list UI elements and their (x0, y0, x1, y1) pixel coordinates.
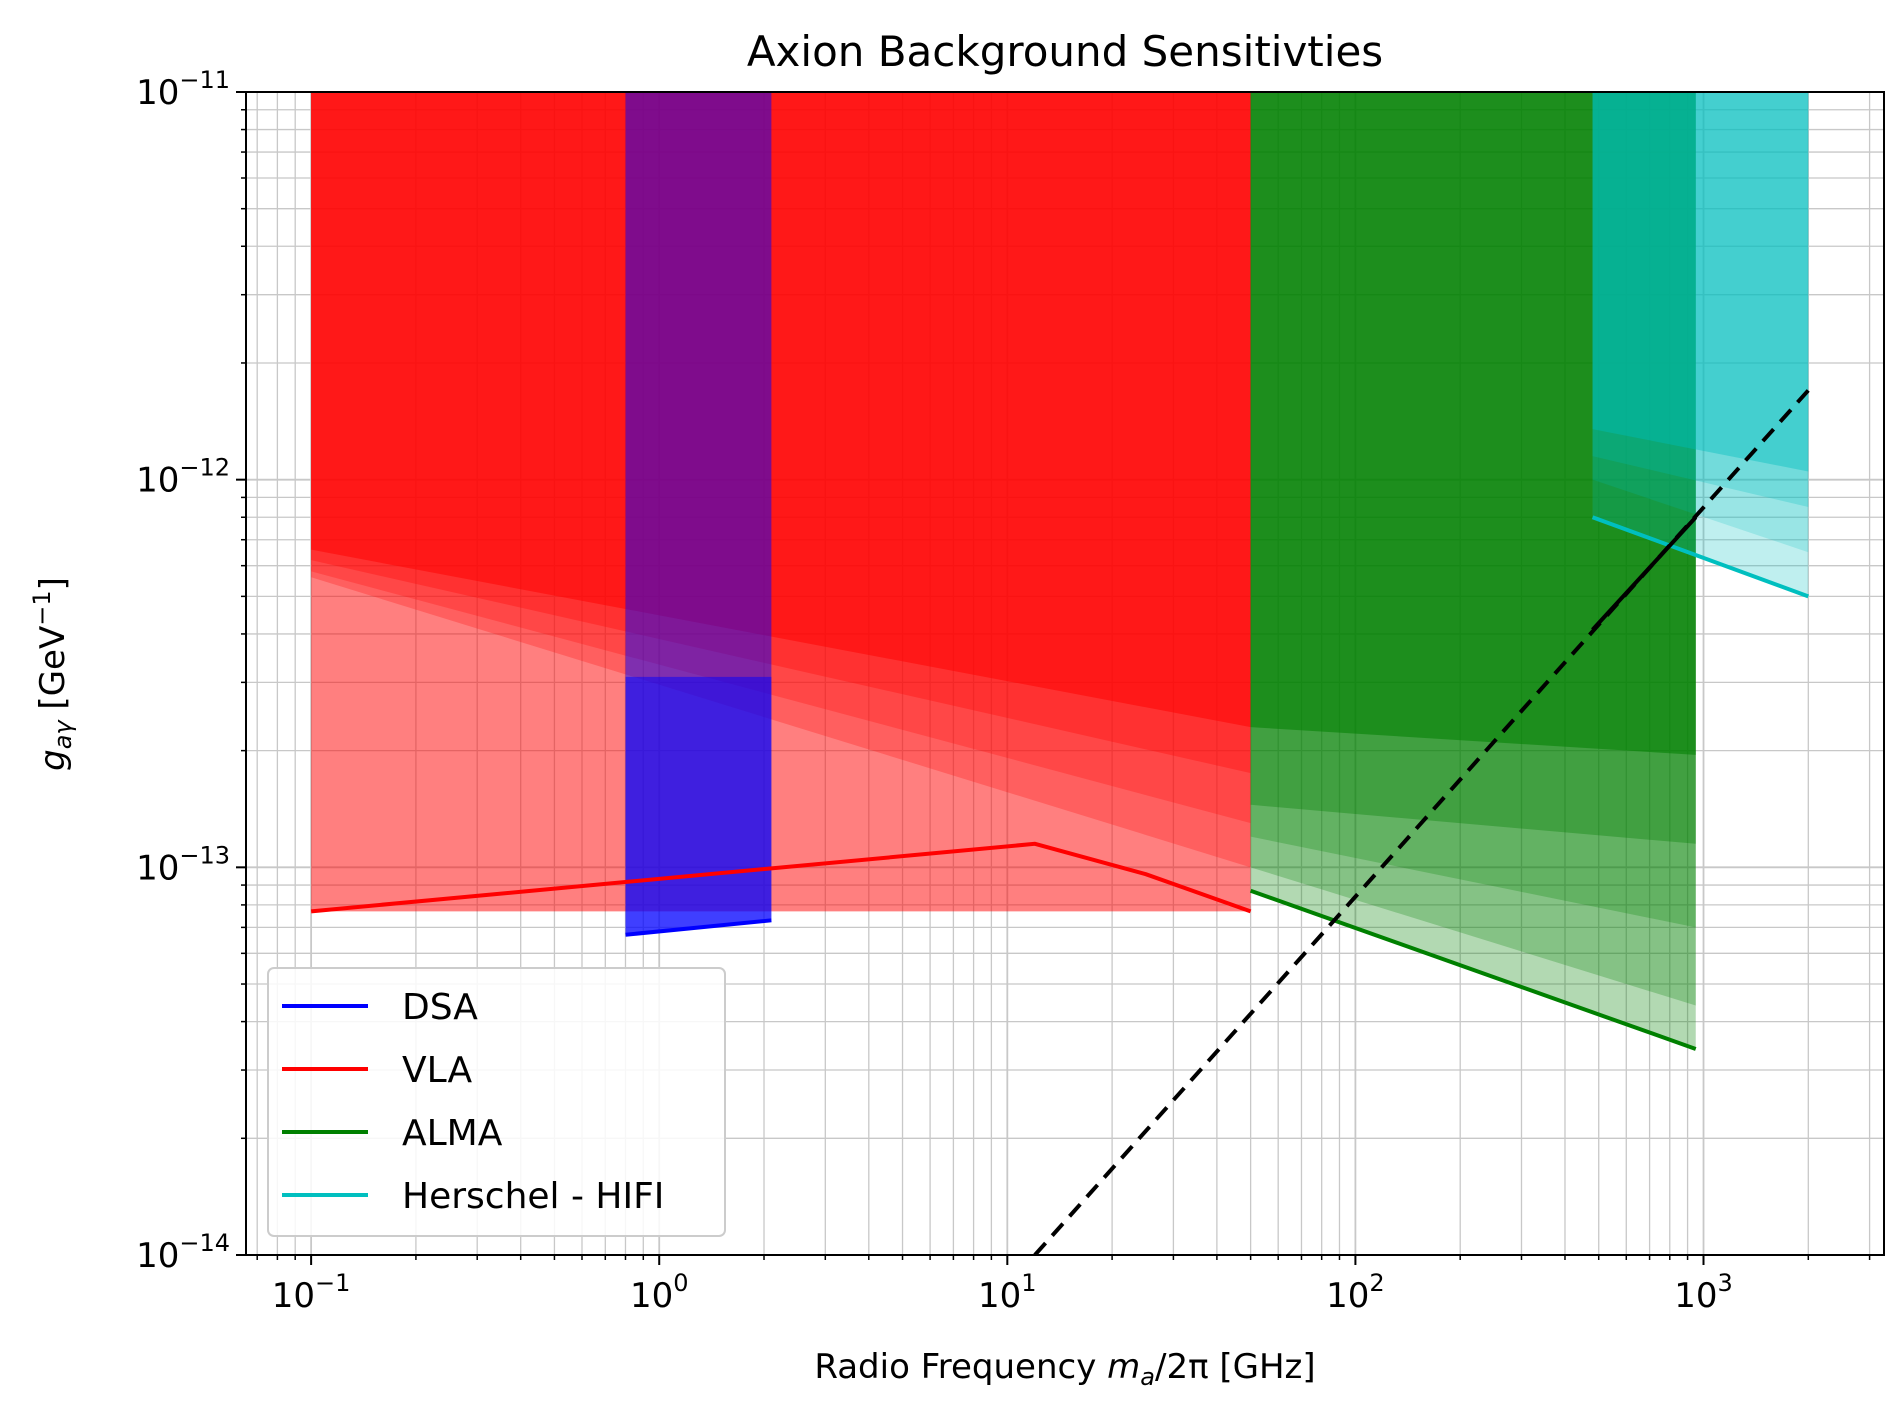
band-alma (1250, 92, 1696, 928)
legend-label-herschel-hifi: Herschel - HIFI (402, 1176, 664, 1217)
y-tick-labels: 10−14 10−13 10−12 10−11 (136, 66, 230, 1276)
series-lines (310, 388, 1810, 1255)
x-tick-label: 100 (630, 1269, 689, 1316)
band-dsa (625, 92, 772, 935)
line-vla (310, 841, 1252, 914)
plot-frame (245, 91, 1885, 1256)
axis-ticks (236, 91, 1871, 1265)
band-alma (1250, 92, 1696, 1049)
y-tick-label: 10−11 (136, 66, 230, 113)
legend-label-vla: VLA (402, 1050, 473, 1091)
x-tick-label: 101 (978, 1269, 1037, 1316)
x-tick-labels: 10−1 100 101 102 103 (272, 1269, 1733, 1316)
sensitivity-bands (311, 92, 1809, 1049)
line-alma (1249, 888, 1697, 1051)
band-alma (1250, 92, 1696, 1006)
legend-label-dsa: DSA (402, 987, 478, 1028)
band-herschel-hifi (1592, 92, 1809, 553)
x-tick-label: 103 (1674, 1269, 1733, 1316)
legend: DSA VLA ALMA Herschel - HIFI (267, 967, 726, 1237)
reference-solid-segment (1591, 515, 1698, 632)
band-vla (311, 92, 1251, 912)
x-axis-label: Radio Frequency ma/2π [GHz] (814, 1347, 1315, 1391)
y-tick-label: 10−12 (136, 454, 230, 501)
band-alma (1250, 92, 1696, 844)
y-tick-label: 10−14 (136, 1229, 230, 1276)
line-dsa (625, 918, 772, 937)
line-herschel-hifi (1591, 515, 1809, 599)
legend-label-alma: ALMA (402, 1113, 503, 1154)
chart-title: Axion Background Sensitivties (747, 27, 1383, 76)
y-axis-label: gaγ [GeV−1] (28, 577, 77, 771)
x-tick-label: 10−1 (272, 1269, 351, 1316)
legend-box (267, 967, 726, 1237)
x-tick-label: 102 (1326, 1269, 1385, 1316)
band-herschel-hifi (1592, 92, 1809, 508)
y-tick-label: 10−13 (136, 841, 230, 888)
band-herschel-hifi (1592, 92, 1809, 597)
band-herschel-hifi (1592, 92, 1809, 472)
band-alma (1250, 92, 1696, 755)
